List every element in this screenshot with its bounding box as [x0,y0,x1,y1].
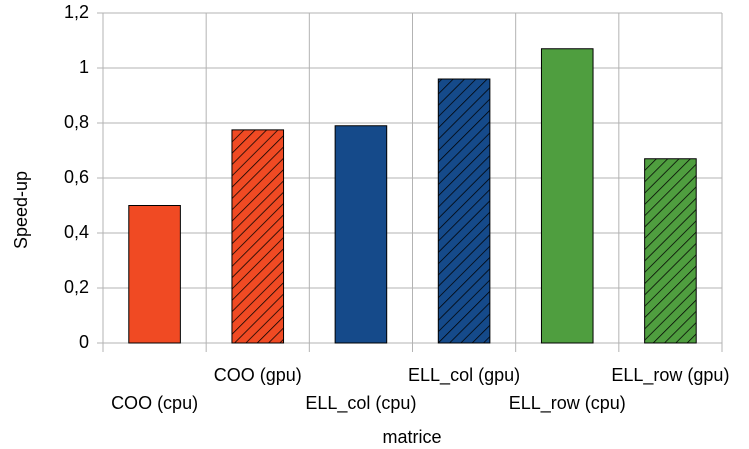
y-tick-label: 1 [79,57,89,77]
bar [128,205,181,344]
bar [540,48,594,344]
y-tick-label: 1,2 [64,2,89,22]
x-tick-label: ELL_row (gpu) [611,365,729,386]
y-tick-label: 0,2 [64,277,89,297]
bar [334,125,388,344]
bar [644,158,697,344]
x-tick-label: ELL_row (cpu) [509,393,626,414]
x-tick-label: ELL_col (gpu) [408,365,520,386]
y-axis-title: Speed-up [11,171,31,249]
bar [437,78,491,344]
x-axis-title: matrice [382,427,441,447]
x-tick-label: COO (gpu) [214,365,302,385]
bar [231,129,285,344]
y-tick-label: 0,8 [64,112,89,132]
x-tick-label: COO (cpu) [111,393,198,413]
y-tick-label: 0,4 [64,222,89,242]
y-tick-label: 0,6 [64,167,89,187]
x-tick-label: ELL_col (cpu) [305,393,416,414]
y-tick-label: 0 [79,332,89,352]
